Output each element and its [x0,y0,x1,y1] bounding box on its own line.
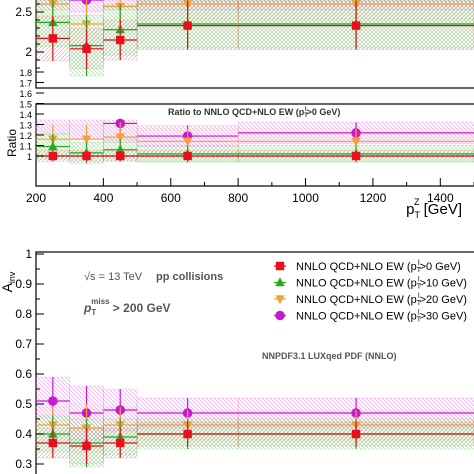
nnlo_pt0-point [116,35,125,45]
nnlo_pt0-point [82,44,91,53]
ratio-y-tick-label: 1.6 [19,89,32,99]
legend-label-nnlo_pt20: NNLO QCD+NLO EW (pTl>20 GeV) [296,293,467,307]
nnlo_pt10-point [48,141,58,151]
ainv-panel: 0.3 0.4 0.5 0.6 0.7 0.8 0.9 1 [15,247,474,474]
legend: NNLO QCD+NLO EW (pTl>0 GeV) NNLO QCD+NLO … [274,260,467,324]
nnlo_pt0-point [183,21,192,30]
nnlo_pt0-point [116,151,125,161]
ratio-y-tick-label: 1.2 [19,131,32,141]
ainv-y-tick-label: 0.4 [15,427,32,441]
nnlo_pt20-point [351,137,361,147]
nnlo_pt10-point [115,144,125,154]
legend-label-nnlo_pt0: NNLO QCD+NLO EW (pTl>0 GeV) [296,260,461,274]
nnlo_pt30-point [48,396,58,406]
ratio-x-axis-label: pTZ [GeV] [406,197,462,220]
ratio-y-tick-label: 1.5 [19,100,32,110]
ratio-y-tick-label: 1 [27,152,32,162]
nnlo_pt0-point [351,21,361,30]
nnlo_pt0-point [351,429,361,439]
top-y-tick-label: 2 [25,45,32,59]
ratio-x-tick-label: 800 [228,191,248,205]
ratio-x-tick-label: 1400 [427,191,454,205]
ratio-y-tick-label: 1.7 [19,79,32,89]
nnlo_pt0-point [48,34,58,43]
collisions-annotation: pp collisions [156,271,223,283]
ratio-y-tick-label: 1.8 [19,68,32,78]
ratio-y-tick-label: 1.4 [19,110,32,120]
ptmiss-annotation: pTmiss > 200 GeV [83,297,171,317]
ainv-y-tick-label: 1 [25,247,32,261]
top-y-tick-label: 2.5 [15,5,32,19]
nnlo_pt20-point [81,135,92,145]
nnlo_pt20-point [182,137,193,147]
nnlo_pt0-point [48,151,58,161]
ratio-y-tick-label: 1.3 [19,121,32,131]
ainv-y-tick-label: 0.3 [15,457,32,471]
ainv-frame [35,251,474,474]
ratio-panel: 11.11.21.31.41.51.61.71.8 200 400 600 800 100… [19,68,474,205]
ainv-y-axis-label: Ainv [0,271,17,292]
ainv-y-tick-label: 0.9 [15,277,32,291]
nnlo_pt0-point [116,438,125,448]
legend-marker-nnlo_pt20 [275,295,285,305]
ainv-y-tick-label: 0.6 [15,367,32,381]
legend-marker-nnlo_pt10 [275,277,285,287]
ainv-y-tick-label: 0.8 [15,307,32,321]
ratio-panel-title: Ratio to NNLO QCD+NLO EW (pTl>0 GeV) [168,107,340,119]
ainv-y-tick-label: 0.7 [15,337,32,351]
legend-label-nnlo_pt30: NNLO QCD+NLO EW (pTl>30 GeV) [296,310,467,324]
nnlo_pt0-point [48,438,58,448]
top-panel: 2.52 [15,0,474,89]
ratio-x-tick-label: 1000 [292,191,319,205]
ratio-x-tick-label: 1200 [360,191,387,205]
sqrt-s-annotation: √s = 13 TeV [84,271,143,283]
ratio-y-axis-label: Ratio [5,129,19,157]
nnlo_pt0-point [183,429,192,439]
legend-label-nnlo_pt10: NNLO QCD+NLO EW (pTl>10 GeV) [296,277,467,291]
nnlo_pt0-point [82,151,91,161]
ainv-y-tick-label: 0.5 [15,397,32,411]
nnlo_pt20-point [115,133,125,143]
nnlo_pt0-point [82,441,91,451]
ratio-y-tick-label: 1.1 [19,142,32,152]
pdf-annotation: NNPDF3.1 LUXqed PDF (NNLO) [262,351,397,361]
ratio-x-tick-label: 600 [161,191,181,205]
nnlo_pt0-point [183,151,192,161]
ratio-x-tick-label: 400 [93,191,113,205]
nnlo_pt0-point [351,151,361,161]
ratio-x-tick-label: 200 [26,191,46,205]
